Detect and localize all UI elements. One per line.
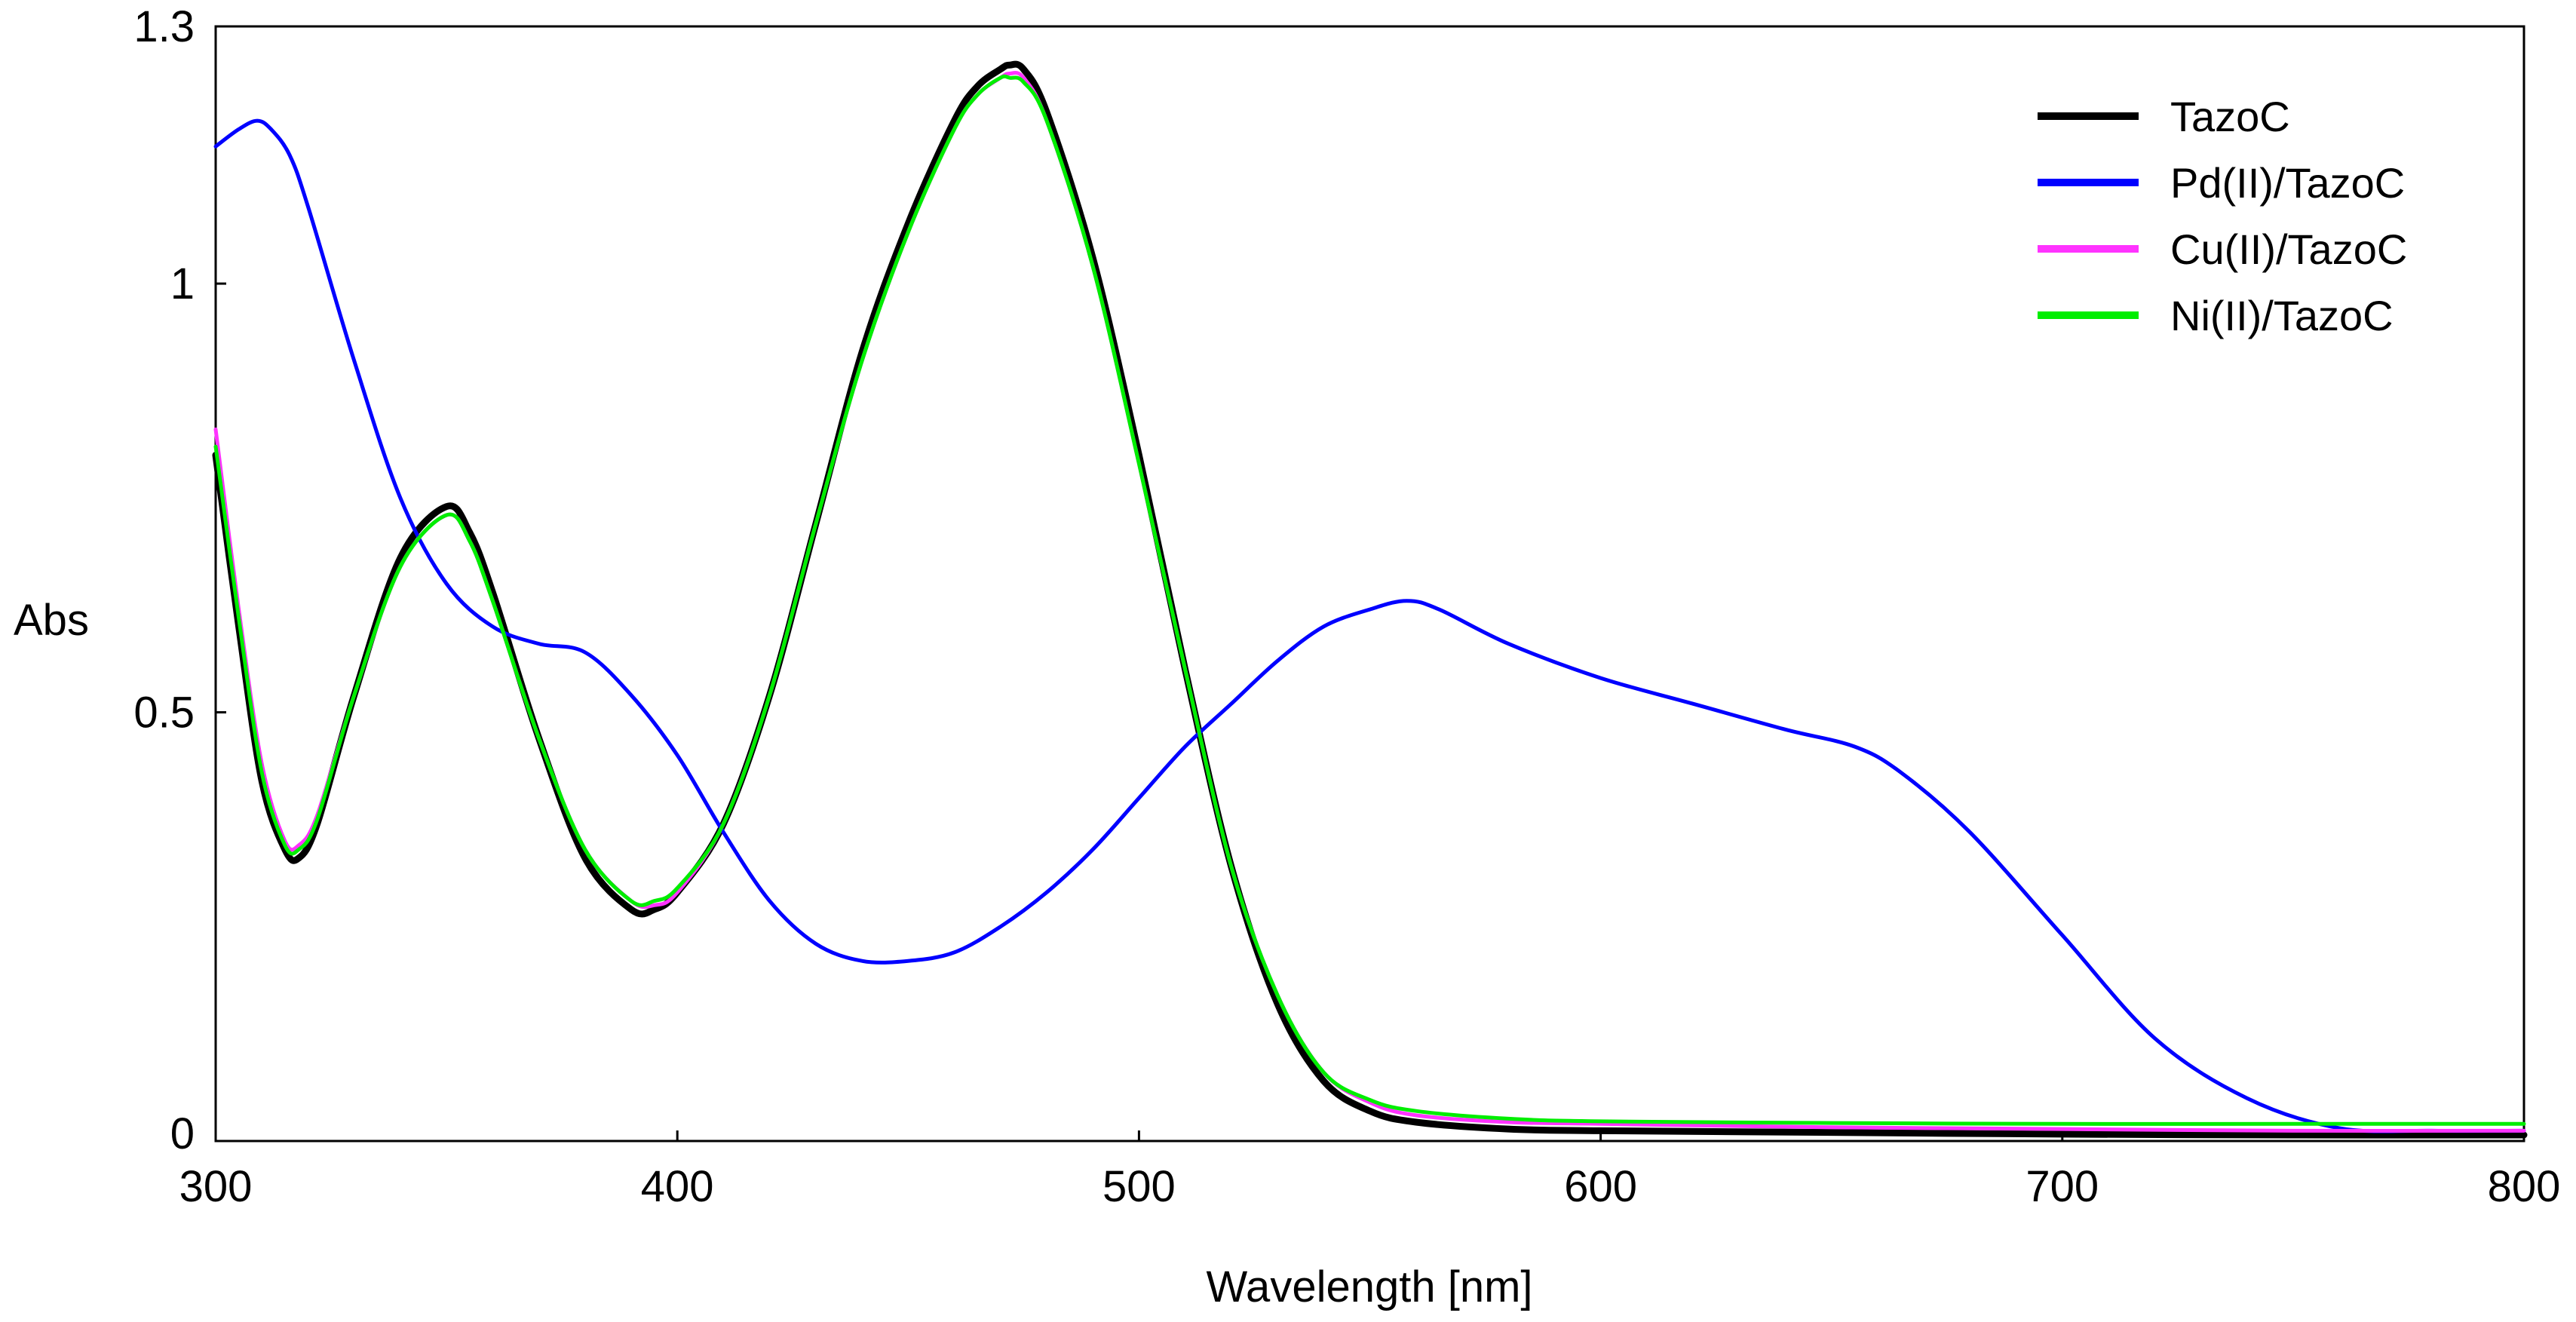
legend-label: TazoC	[2170, 93, 2290, 140]
legend-label: Ni(II)/TazoC	[2170, 292, 2394, 339]
y-tick-label: 0	[170, 1109, 195, 1158]
series-line-ni-ii-tazoc	[213, 74, 2526, 1126]
x-tick-label: 600	[1564, 1162, 1637, 1211]
x-tick-label: 300	[179, 1162, 253, 1211]
x-tick-label: 400	[641, 1162, 714, 1211]
x-tick-label: 500	[1102, 1162, 1176, 1211]
legend: TazoC Pd(II)/TazoC Cu(II)/TazoC Ni(II)/Tazo…	[2038, 93, 2407, 339]
plot-frame	[214, 25, 2525, 1143]
y-tick-label: 1	[170, 259, 195, 308]
y-axis-title: Abs	[14, 596, 89, 645]
series-line-pd-ii-tazoc	[213, 118, 2526, 1133]
y-tick-label: 0.5	[133, 689, 195, 738]
legend-label: Pd(II)/TazoC	[2170, 159, 2405, 207]
series-layer	[212, 60, 2528, 1139]
axis-ticks: 300 400 500 600 700 800 0 0.5 1 1.3	[133, 2, 2560, 1211]
x-axis-title: Wavelength [nm]	[1206, 1262, 1532, 1311]
y-tick-label: 1.3	[133, 2, 195, 51]
x-tick-label: 700	[2026, 1162, 2099, 1211]
x-tick-label: 800	[2488, 1162, 2561, 1211]
legend-label: Cu(II)/TazoC	[2170, 225, 2407, 273]
series-line-tazoc	[212, 60, 2528, 1139]
